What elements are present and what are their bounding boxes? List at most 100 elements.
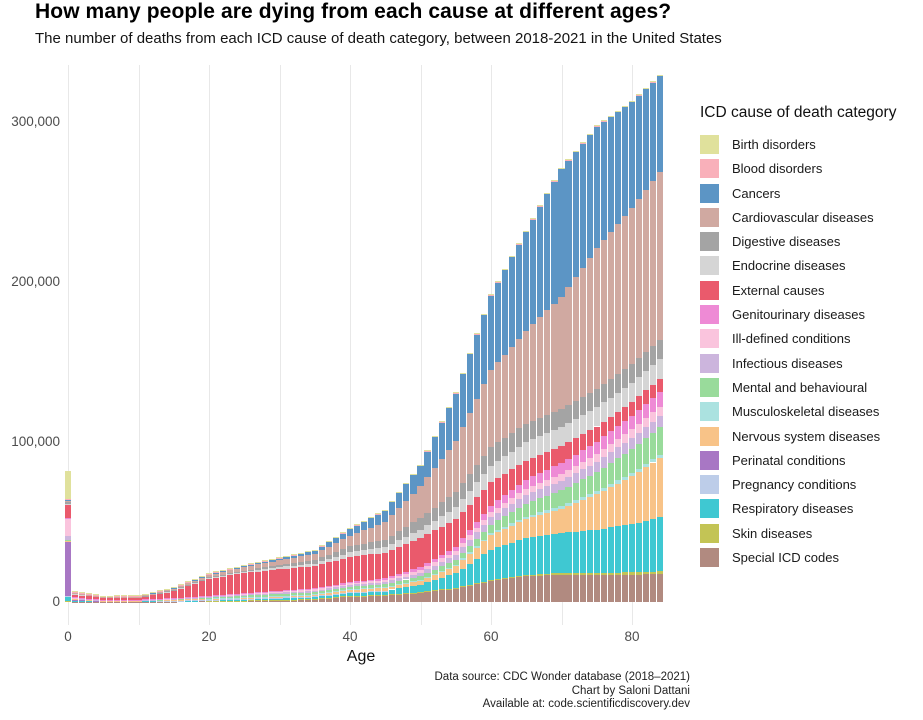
bar-segment xyxy=(643,403,650,418)
bar-segment xyxy=(389,578,396,581)
bar-segment xyxy=(361,585,368,589)
bar-segment xyxy=(248,598,255,600)
bar-segment xyxy=(396,584,403,589)
bar-segment xyxy=(431,468,438,508)
bar-segment xyxy=(339,532,347,540)
bar-segment xyxy=(643,520,650,572)
bar-segment xyxy=(579,479,586,498)
bar-segment xyxy=(502,579,509,602)
bar-segment xyxy=(579,396,586,416)
bar-segment xyxy=(269,568,276,570)
bar-segment xyxy=(107,597,114,600)
bar-segment xyxy=(537,473,544,483)
bar-segment xyxy=(64,500,72,503)
bar-segment xyxy=(220,600,227,601)
bar-segment xyxy=(438,561,445,567)
footer-author: Chart by Saloni Dattani xyxy=(571,684,690,697)
bar-segment xyxy=(600,572,607,575)
bar-segment xyxy=(452,393,459,442)
bar-segment xyxy=(304,551,311,555)
bar-segment xyxy=(600,456,607,468)
bar-segment xyxy=(523,494,530,504)
bar-segment xyxy=(198,598,206,600)
bar-segment xyxy=(607,397,614,417)
bar-segment xyxy=(621,479,629,526)
bar-segment xyxy=(262,591,269,593)
bar-segment xyxy=(114,600,121,602)
bar-segment xyxy=(255,596,262,599)
bar-segment xyxy=(283,592,290,594)
bar-segment xyxy=(205,577,213,578)
bar-segment xyxy=(318,598,325,602)
legend-swatch xyxy=(700,475,719,495)
bar-segment xyxy=(248,563,255,566)
bar-segment xyxy=(234,573,241,575)
bar-segment xyxy=(325,590,332,593)
bar-segment xyxy=(191,598,198,600)
bar-segment xyxy=(607,231,614,380)
bar-segment xyxy=(227,573,234,575)
bar-segment xyxy=(600,121,607,240)
bar-segment xyxy=(431,507,438,521)
bar-segment xyxy=(551,466,558,477)
bar-segment xyxy=(361,530,368,544)
bar-segment xyxy=(558,574,565,602)
bar-segment xyxy=(142,601,149,602)
bar-segment xyxy=(353,582,361,585)
bar-segment xyxy=(396,540,403,547)
bar-segment xyxy=(86,594,93,595)
gridline xyxy=(420,65,422,625)
bar-segment xyxy=(297,567,304,590)
legend-swatch xyxy=(700,159,719,179)
bar-segment xyxy=(579,574,586,602)
bar-segment xyxy=(473,559,480,584)
bar-segment xyxy=(487,465,495,483)
bar-segment xyxy=(368,517,375,528)
bar-segment xyxy=(382,540,389,548)
bar-segment xyxy=(516,484,523,494)
bar-segment xyxy=(650,421,657,433)
bar-segment xyxy=(621,574,629,602)
bar-segment xyxy=(516,244,523,339)
bar-segment xyxy=(290,565,297,568)
bar-segment xyxy=(198,596,206,598)
bar-segment xyxy=(607,116,614,232)
bar-segment xyxy=(438,516,445,527)
page-title: How many people are dying from each caus… xyxy=(35,0,672,23)
bar-segment xyxy=(530,420,537,440)
legend-item: External causes xyxy=(699,280,923,300)
bar-segment xyxy=(304,592,311,595)
legend-item: Genitourinary diseases xyxy=(699,305,923,325)
bar-segment xyxy=(586,494,593,498)
bar-segment xyxy=(530,537,537,575)
bar-segment xyxy=(551,449,558,467)
bar-segment xyxy=(382,584,389,588)
bar-segment xyxy=(635,358,643,377)
bar-segment xyxy=(93,601,100,602)
bar-segment xyxy=(86,595,93,599)
bar-segment xyxy=(318,588,325,590)
bar-segment xyxy=(135,600,142,602)
bar-segment xyxy=(332,560,339,585)
bar-segment xyxy=(635,468,643,472)
bar-segment xyxy=(544,486,551,496)
bar-segment xyxy=(191,583,198,597)
bar-segment xyxy=(593,407,600,427)
bar-segment xyxy=(346,582,354,584)
bar-segment xyxy=(459,552,466,559)
bar-segment xyxy=(227,599,234,601)
bar-segment xyxy=(502,269,509,270)
bar-segment xyxy=(650,82,657,181)
bar-segment xyxy=(353,544,361,552)
bar-segment xyxy=(325,597,332,602)
bar-segment xyxy=(361,595,368,602)
bar-segment xyxy=(544,414,551,434)
bar-segment xyxy=(438,526,445,555)
bar-segment xyxy=(537,575,544,602)
bar-segment xyxy=(79,600,86,601)
bar-segment xyxy=(600,528,607,573)
bar-segment xyxy=(509,256,516,258)
bar-segment xyxy=(410,540,417,570)
bar-segment xyxy=(255,599,262,601)
legend-item-label: Cancers xyxy=(732,185,781,201)
